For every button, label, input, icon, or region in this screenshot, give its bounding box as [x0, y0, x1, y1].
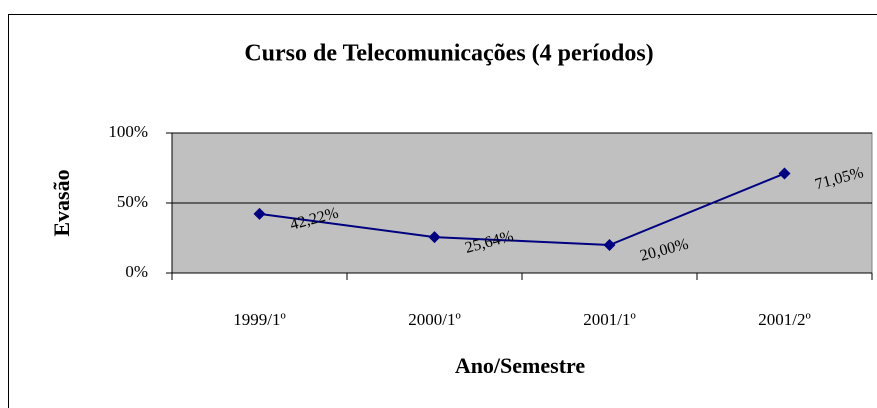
marker [778, 167, 791, 180]
x-axis-label: Ano/Semestre [455, 353, 586, 378]
marker [428, 231, 441, 244]
x-tick-label: 2001/2º [758, 310, 811, 329]
line-series [259, 172, 785, 247]
marker [603, 239, 616, 251]
chart-title: Curso de Telecomunicações (4 períodos) [244, 41, 653, 67]
marker [253, 207, 266, 220]
y-axis-label: Evasão [49, 169, 74, 236]
x-tick-label: 1999/1º [233, 310, 286, 329]
y-tick-label: 100% [108, 122, 148, 141]
x-tick-label: 2001/1º [583, 310, 636, 329]
y-tick-label: 0% [125, 262, 148, 281]
x-tick-label: 2000/1º [408, 310, 461, 329]
y-tick-label: 50% [117, 192, 148, 211]
